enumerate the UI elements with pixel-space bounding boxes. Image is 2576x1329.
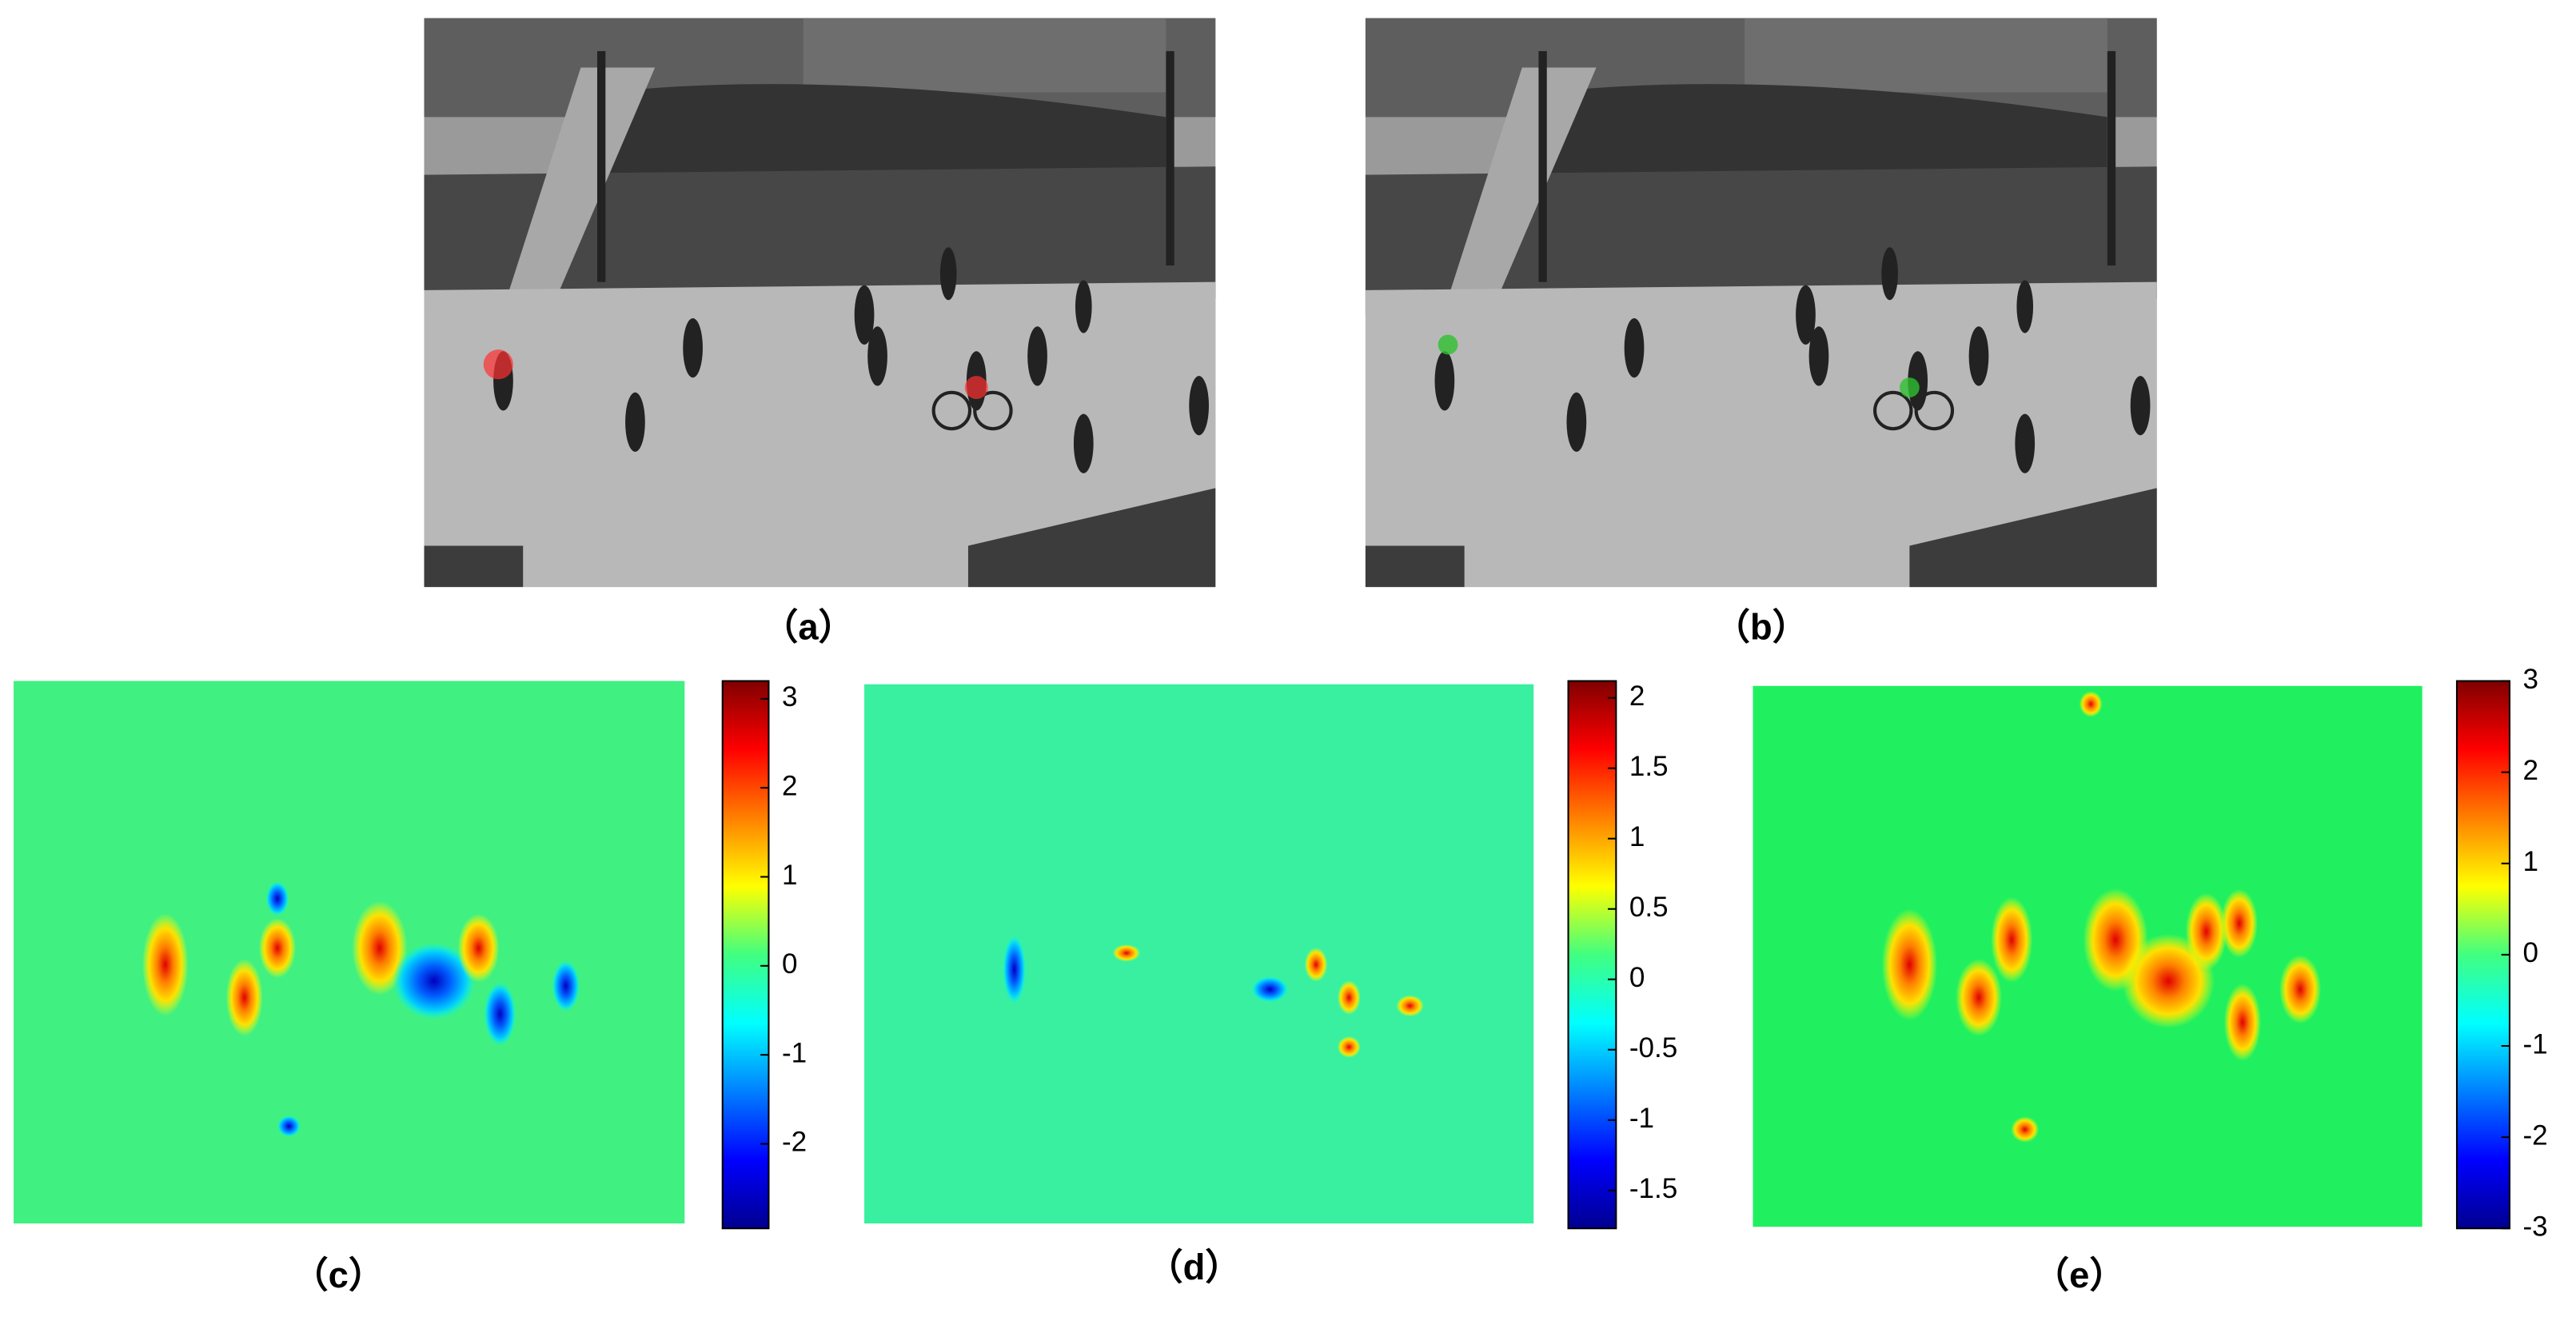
colorbar-tick-label: 0 [782, 948, 798, 980]
heatmap-blob [2223, 984, 2262, 1061]
heatmap-blob [225, 959, 263, 1036]
colorbar [721, 680, 770, 1230]
colorbar-tick-label: 1 [2522, 846, 2538, 877]
photo-a [424, 18, 1215, 587]
heatmap-blob [1003, 935, 1027, 1004]
heatmap-blob [1112, 944, 1141, 962]
colorbar-tick-label: 0 [2522, 937, 2538, 968]
colorbar-tick-label: 1 [1629, 821, 1645, 852]
colorbar-tick-label: -1 [782, 1037, 807, 1068]
heatmap-background [864, 684, 1534, 1224]
heatmap-blob [1991, 896, 2033, 983]
panel-label: （d） [1146, 1247, 1241, 1287]
panel-label: （e） [2033, 1255, 2126, 1295]
heatmap-blob [265, 881, 289, 916]
heatmap-blob [1251, 976, 1289, 1003]
colorbar-tick-label: -1 [2522, 1028, 2547, 1060]
colorbar-tick-label: 2 [782, 770, 798, 801]
heatmap [864, 684, 1534, 1224]
colorbar-tick-label: 0 [1629, 962, 1645, 993]
panel-label: （a） [762, 607, 855, 648]
heatmap [14, 680, 685, 1224]
colorbar-tick-label: -1 [1629, 1103, 1654, 1134]
heatmap-blob [277, 1115, 301, 1137]
heatmap-blob [1304, 947, 1328, 982]
colorbar-tick-label: 3 [2522, 664, 2538, 695]
colorbar-tick-label: 1 [782, 860, 798, 891]
heatmap-blob [2079, 691, 2103, 717]
heatmap-blob [1337, 980, 1361, 1015]
panel-label: （c） [292, 1255, 385, 1295]
heatmap-blob [2279, 955, 2322, 1024]
heatmap-blob [457, 913, 500, 983]
colorbar [2455, 680, 2510, 1230]
heatmap-blob [142, 912, 189, 1016]
colorbar-tick-label: 2 [1629, 680, 1645, 712]
heatmap-blob [2220, 888, 2258, 958]
heatmap-blob [2185, 892, 2227, 971]
colorbar-tick-label: 1.5 [1629, 751, 1669, 782]
heatmap [1753, 685, 2422, 1227]
panel-label: （b） [1714, 607, 1808, 648]
colorbar-tick-label: -0.5 [1629, 1032, 1677, 1064]
colorbar-tick-label: 0.5 [1629, 892, 1669, 923]
heatmap-blob [1881, 908, 1938, 1020]
heatmap-blob [258, 918, 297, 979]
photo-b [1366, 18, 2157, 587]
colorbar-tick-label: -2 [2522, 1119, 2547, 1151]
heatmap-blob [1337, 1036, 1361, 1058]
heatmap-blob [1956, 959, 2002, 1036]
heatmap-blob [392, 942, 476, 1020]
colorbar-tick-label: -3 [2522, 1211, 2547, 1242]
heatmap-background [14, 680, 685, 1224]
colorbar-tick-label: -2 [782, 1127, 807, 1158]
heatmap-blob [2011, 1116, 2040, 1143]
heatmap-blob [1396, 995, 1424, 1017]
heatmap-blob [352, 900, 408, 996]
colorbar-tick-label: 3 [782, 681, 798, 712]
heatmap-blob [552, 960, 580, 1012]
heatmap-blob [484, 981, 516, 1047]
colorbar-tick-label: 2 [2522, 755, 2538, 786]
colorbar-tick-label: -1.5 [1629, 1173, 1677, 1204]
colorbar [1567, 680, 1617, 1230]
